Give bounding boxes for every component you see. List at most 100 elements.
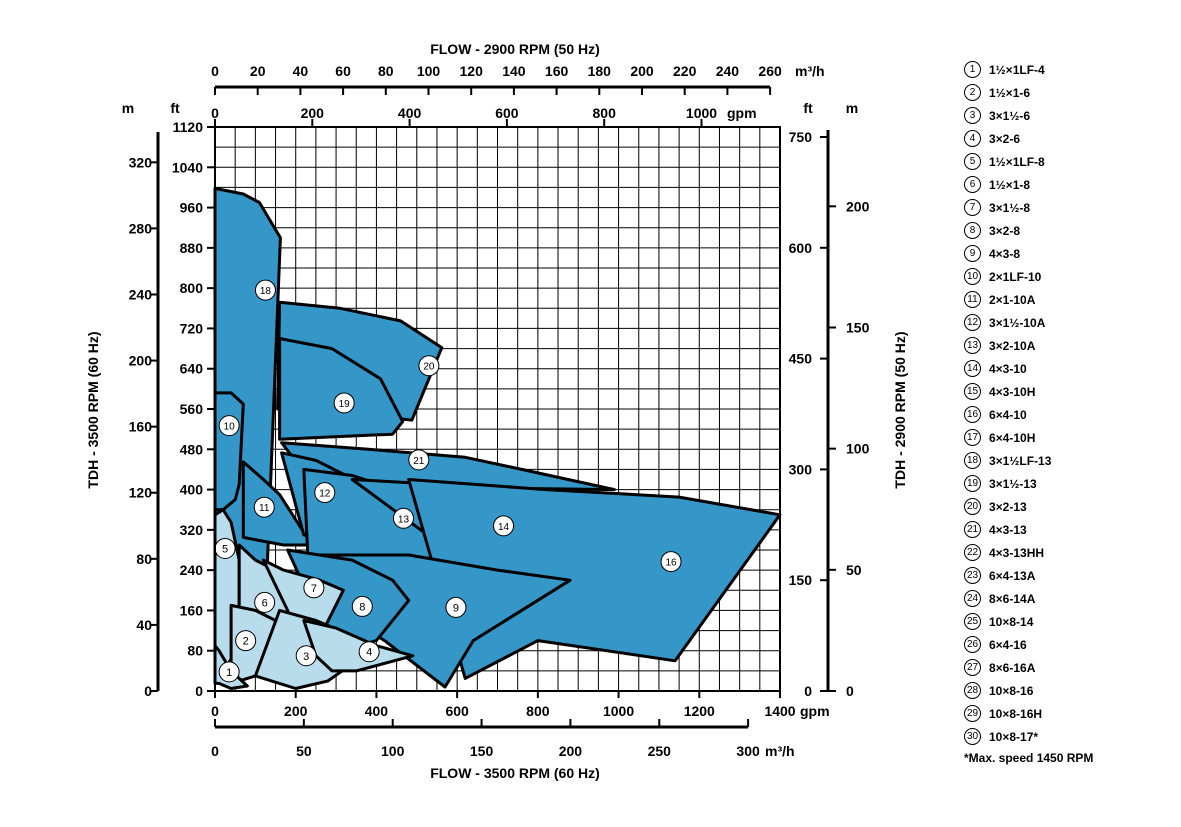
- left-ft-tick-label: 1120: [173, 119, 204, 135]
- legend-item-label: 4×3-10H: [989, 384, 1036, 399]
- region-19: [278, 337, 405, 441]
- legend-item: 21 4×3-13: [964, 518, 1174, 541]
- top-axis-title: FLOW - 2900 RPM (50 Hz): [430, 41, 600, 57]
- top-m3h-tick-label: 200: [630, 63, 654, 79]
- left-m-tick-label: 160: [129, 419, 153, 435]
- left-ft-tick-label: 720: [180, 320, 204, 336]
- legend-item-label: 4×3-13: [989, 522, 1027, 537]
- legend-item-number: 14: [964, 360, 981, 377]
- legend-item-number: 10: [964, 268, 981, 285]
- bottom-gpm-tick-label: 600: [445, 703, 469, 719]
- right-ft-tick-label: 450: [789, 351, 813, 367]
- region-marker-10: [218, 415, 240, 437]
- right-ft-unit: ft: [803, 100, 813, 116]
- legend-item-number: 26: [964, 636, 981, 653]
- bottom-gpm-tick-label: 0: [211, 703, 219, 719]
- region-label-13: 13: [398, 514, 410, 525]
- legend-item-number: 6: [964, 176, 981, 193]
- legend-item-number: 11: [964, 291, 981, 308]
- top-gpm-tick-label: 1000: [686, 105, 717, 121]
- legend-item-number: 24: [964, 590, 981, 607]
- bottom-gpm-tick-label: 1400: [764, 703, 795, 719]
- region-label-2: 2: [243, 636, 249, 648]
- top-gpm-tick-label: 0: [211, 105, 219, 121]
- legend-item-label: 1½×1LF-8: [989, 154, 1045, 169]
- legend-item-label: 3×1½-8: [989, 200, 1031, 215]
- legend-item-label: 8×6-14A: [989, 591, 1036, 606]
- legend-item-label: 10×8-16: [989, 683, 1034, 698]
- bottom-gpm-tick-label: 400: [365, 703, 389, 719]
- region-label-16: 16: [665, 558, 677, 569]
- legend-item-number: 25: [964, 613, 981, 630]
- right-m-tick-label: 0: [846, 683, 854, 699]
- legend-item-number: 9: [964, 245, 981, 262]
- legend-item-label: 2×1LF-10: [989, 269, 1042, 284]
- legend-item-label: 1½×1LF-4: [989, 62, 1045, 77]
- legend-item-label: 3×2-8: [989, 223, 1021, 238]
- legend-item-number: 22: [964, 544, 981, 561]
- legend-item: 6 1½×1-8: [964, 173, 1174, 196]
- legend-item-number: 21: [964, 521, 981, 538]
- legend-item-number: 2: [964, 84, 981, 101]
- left-m-tick-label: 240: [129, 286, 153, 302]
- legend-item-number: 23: [964, 567, 981, 584]
- legend-item-number: 20: [964, 498, 981, 515]
- legend-item: 4 3×2-6: [964, 127, 1174, 150]
- legend-item-label: 3×1½LF-13: [989, 453, 1052, 468]
- legend-item: 14 4×3-10: [964, 357, 1174, 380]
- left-ft-tick-label: 800: [180, 280, 204, 296]
- top-gpm-tick-label: 200: [301, 105, 325, 121]
- legend-item: 28 10×8-16: [964, 679, 1174, 702]
- left-ft-tick-label: 400: [180, 482, 204, 498]
- legend-item: 25 10×8-14: [964, 610, 1174, 633]
- legend-item-number: 3: [964, 107, 981, 124]
- region-label-19: 19: [339, 399, 351, 410]
- legend-item: 7 3×1½-8: [964, 196, 1174, 219]
- left-ft-tick-label: 1040: [172, 159, 203, 175]
- bottom-gpm-tick-label: 200: [284, 703, 308, 719]
- left-axis-title: TDH - 3500 RPM (60 Hz): [85, 331, 101, 488]
- legend-item-number: 17: [964, 429, 981, 446]
- region-marker-21: [408, 449, 430, 471]
- legend-item-number: 13: [964, 337, 981, 354]
- bottom-m3h-tick-label: 100: [381, 743, 405, 759]
- legend-item-label: 4×3-13HH: [989, 545, 1045, 560]
- top-m3h-tick-label: 180: [588, 63, 612, 79]
- right-axis-title: TDH - 2900 RPM (50 Hz): [892, 331, 908, 488]
- legend-item: 16 6×4-10: [964, 403, 1174, 426]
- legend-item-label: 1½×1-6: [989, 85, 1031, 100]
- region-marker-4: [358, 641, 380, 663]
- legend-item-number: 8: [964, 222, 981, 239]
- bottom-gpm-tick-label: 1000: [603, 703, 634, 719]
- legend-item-number: 5: [964, 153, 981, 170]
- region-label-3: 3: [303, 651, 309, 663]
- legend-item: 9 4×3-8: [964, 242, 1174, 265]
- bottom-gpm-tick-label: 1200: [684, 703, 715, 719]
- region-label-7: 7: [311, 583, 317, 595]
- top-m3h-tick-label: 80: [378, 63, 394, 79]
- region-marker-20: [418, 355, 440, 377]
- left-m-tick-label: 40: [136, 617, 152, 633]
- region-label-12: 12: [319, 489, 331, 500]
- left-ft-tick-label: 80: [187, 643, 203, 659]
- right-m-tick-label: 200: [846, 198, 870, 214]
- legend-item-number: 28: [964, 682, 981, 699]
- top-gpm-tick-label: 600: [495, 105, 519, 121]
- left-ft-tick-label: 960: [180, 200, 204, 216]
- left-ft-tick-label: 240: [180, 562, 204, 578]
- region-label-10: 10: [224, 422, 236, 433]
- right-m-unit: m: [846, 100, 858, 116]
- right-m-tick-label: 150: [846, 319, 870, 335]
- legend-item-number: 19: [964, 475, 981, 492]
- left-m-tick-label: 0: [144, 683, 152, 699]
- legend-item: 24 8×6-14A: [964, 587, 1174, 610]
- bottom-m3h-tick-label: 200: [559, 743, 583, 759]
- legend-item-number: 15: [964, 383, 981, 400]
- left-ft-tick-label: 640: [180, 361, 204, 377]
- left-ft-tick-label: 320: [180, 522, 204, 538]
- region-marker-2: [235, 630, 257, 652]
- top-m3h-tick-label: 100: [417, 63, 441, 79]
- region-4: [302, 619, 415, 673]
- region-marker-13: [392, 507, 414, 529]
